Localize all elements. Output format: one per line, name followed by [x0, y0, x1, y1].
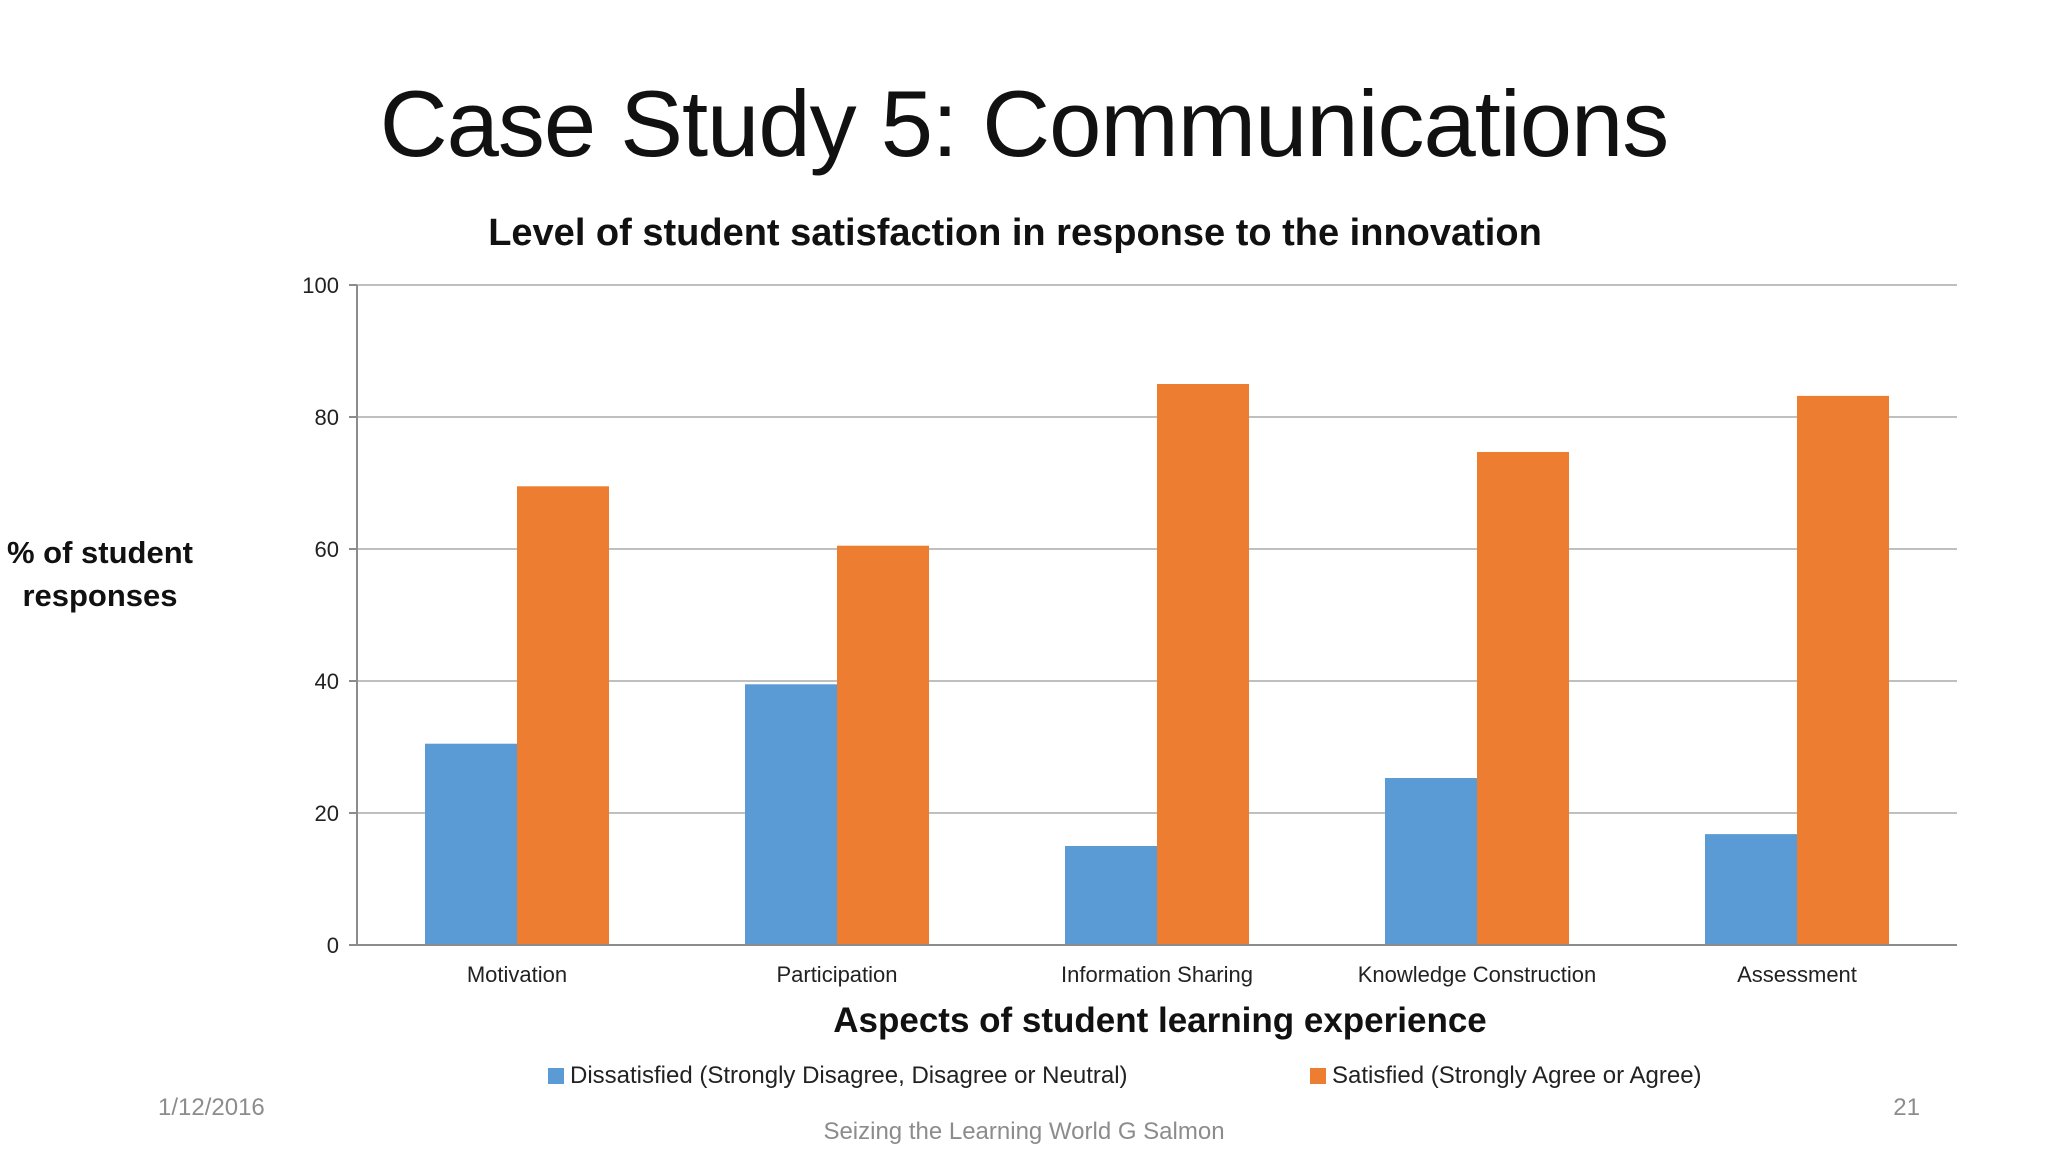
bar-satisfied [1477, 451, 1569, 945]
x-category-label: Information Sharing [1061, 962, 1253, 987]
chart-title: Level of student satisfaction in respons… [488, 212, 1542, 254]
footer-text: Seizing the Learning World G Salmon [823, 1118, 1225, 1145]
bar-dissatisfied [1705, 834, 1797, 945]
y-axis-title: % of student [7, 535, 193, 570]
bar-dissatisfied [1385, 778, 1477, 945]
bar-satisfied [1157, 384, 1249, 945]
bar-dissatisfied [745, 684, 837, 945]
footer-page-number: 21 [1893, 1094, 1920, 1121]
legend-label: Satisfied (Strongly Agree or Agree) [1332, 1062, 1702, 1089]
x-category-label: Knowledge Construction [1358, 962, 1596, 987]
bar-dissatisfied [1065, 846, 1157, 945]
bar-satisfied [837, 545, 929, 945]
legend: Dissatisfied (Strongly Disagree, Disagre… [548, 1062, 1702, 1089]
axes [349, 284, 1957, 946]
x-category-label: Motivation [467, 962, 567, 987]
legend-swatch [548, 1068, 564, 1084]
y-tick-label: 80 [315, 405, 339, 430]
y-axis-title: responses [22, 578, 177, 613]
legend-label: Dissatisfied (Strongly Disagree, Disagre… [570, 1062, 1128, 1089]
chart-labels: 0 20 40 60 80 100 Motivation Participation Infor… [7, 212, 1857, 1040]
bar-satisfied [517, 486, 609, 945]
footer-date: 1/12/2016 [158, 1094, 265, 1121]
slide-title: Case Study 5: Communications [379, 71, 1670, 176]
y-tick-label: 0 [327, 933, 339, 958]
legend-swatch [1310, 1068, 1326, 1084]
x-category-label: Assessment [1737, 962, 1857, 987]
y-tick-label: 60 [315, 537, 339, 562]
y-tick-label: 100 [302, 273, 339, 298]
y-tick-label: 40 [315, 669, 339, 694]
x-category-label: Participation [776, 962, 897, 987]
x-axis-title: Aspects of student learning experience [833, 1001, 1487, 1040]
bars [425, 384, 1889, 945]
bar-satisfied [1797, 395, 1889, 945]
y-tick-label: 20 [315, 801, 339, 826]
bar-dissatisfied [425, 743, 517, 945]
